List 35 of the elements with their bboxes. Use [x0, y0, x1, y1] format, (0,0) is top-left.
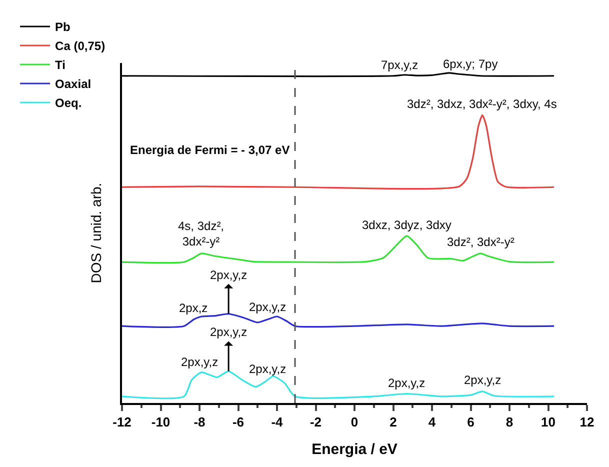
x-tick-label: 4	[428, 414, 436, 430]
annotation: 6px,y; 7py	[443, 57, 498, 71]
legend-label: Pb	[55, 20, 70, 34]
ref-line-label: Energia de Fermi = - 3,07 eV	[130, 143, 290, 157]
annotation: 2px,y,z	[181, 355, 218, 369]
x-tick-label: 12	[580, 414, 594, 430]
legend-label: Oaxial	[55, 77, 92, 92]
x-tick-label: -12	[112, 414, 132, 430]
x-tick-label: -4	[271, 414, 284, 430]
x-tick-label: 0	[350, 414, 358, 430]
annotation: 3dz², 3dx²-y²	[447, 235, 514, 249]
x-tick-label: 10	[541, 414, 556, 430]
x-tick-label: -2	[310, 414, 322, 430]
x-tick-label: -10	[151, 414, 170, 430]
x-tick-label: -6	[232, 414, 244, 430]
annotation: 4s, 3dz², 3dx²-y²	[178, 219, 224, 249]
annotation: 3dxz, 3dyz, 3dxy	[362, 218, 452, 232]
legend-label: Ca (0,75)	[55, 39, 106, 54]
y-axis-title: DOS / unid. arb.	[88, 182, 104, 284]
x-tick-label: 2	[390, 414, 397, 430]
annotation: 2px,y,z	[210, 325, 248, 339]
legend-label: Ti	[55, 58, 66, 72]
annotation: 2px,y,z	[464, 373, 502, 387]
x-tick-label: -8	[194, 414, 206, 430]
x-axis-title: Energia / eV	[312, 441, 398, 458]
annotation: 2px,z	[179, 301, 208, 315]
legend-label: Oeq.	[55, 96, 82, 110]
annotation: 2px,y,z	[249, 300, 286, 314]
annotation: 3dz², 3dxz, 3dx²-y², 3dxy, 4s	[407, 97, 557, 111]
annotation: 7px,y,z	[381, 58, 418, 72]
annotation: 2px,y,z	[210, 268, 248, 282]
annotation: 2px,y,z	[249, 362, 286, 376]
x-tick-label: 6	[467, 414, 474, 430]
annotation: 2px,y,z	[388, 376, 426, 390]
x-tick-label: 8	[506, 414, 514, 430]
